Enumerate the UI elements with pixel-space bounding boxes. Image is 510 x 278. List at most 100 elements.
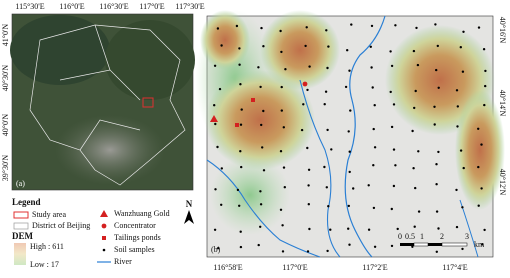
soil-sample	[455, 225, 459, 229]
soil-sample	[370, 24, 374, 28]
soil-sample	[370, 66, 373, 69]
soil-samples	[213, 23, 487, 253]
soil-sample	[307, 184, 310, 187]
legend-label: Concentrator	[114, 221, 156, 230]
soil-sample	[325, 186, 328, 189]
lat-label: 39°30'N	[1, 155, 10, 182]
soil-sample	[416, 63, 420, 67]
soil-sample	[348, 69, 351, 72]
legend-label: District of Beijing	[32, 221, 90, 230]
study-area-box	[142, 97, 154, 108]
soil-sample	[213, 228, 217, 231]
soil-sample	[435, 250, 438, 253]
soil-sample	[329, 228, 332, 231]
district-boundary	[29, 24, 186, 186]
terrain	[455, 90, 505, 210]
soil-sample	[392, 184, 396, 188]
soil-sample	[220, 44, 223, 47]
soil-sample	[349, 109, 352, 112]
soil-sample	[482, 48, 486, 51]
tailings-pond	[235, 123, 239, 127]
soil-sample	[327, 205, 330, 208]
soil-sample	[369, 45, 372, 48]
soil-sample	[238, 204, 241, 207]
soil-sample	[214, 188, 217, 191]
legend-swatch	[13, 222, 29, 230]
bottom-axis: 116°58'E 117°0'E 117°2'E 117°4'E	[213, 263, 467, 272]
lat-label: 40°30'N	[1, 65, 10, 92]
soil-sample	[411, 129, 414, 133]
scale-label: 2	[440, 232, 444, 241]
soil-sample	[456, 105, 459, 108]
soil-sample	[306, 250, 310, 253]
soil-sample	[390, 64, 394, 68]
soil-sample	[483, 103, 486, 107]
soil-sample	[324, 90, 328, 93]
scale-label: 0.5	[405, 232, 415, 241]
soil-sample	[477, 127, 480, 130]
soil-sample	[239, 83, 242, 86]
legend: Legend Study area District of Beijing DE…	[12, 197, 194, 269]
terrain	[105, 20, 195, 100]
concentrator	[302, 81, 308, 87]
soil-sample	[214, 122, 217, 126]
lat-label: 40°16'N	[498, 17, 507, 44]
soil-sample	[347, 204, 350, 208]
soil-sample	[239, 245, 243, 249]
soil-sample	[435, 210, 439, 213]
soil-sample	[435, 163, 438, 166]
north-label: N	[186, 199, 193, 209]
soil-sample	[326, 249, 329, 253]
soil-sample	[260, 123, 263, 127]
river	[459, 199, 479, 258]
soil-sample	[304, 44, 307, 48]
soil-sample	[239, 230, 242, 233]
soil-sample	[348, 243, 351, 246]
soil-sample	[412, 167, 415, 170]
scale-segment	[400, 243, 414, 246]
soil-sample	[218, 87, 222, 91]
scale-segment	[428, 243, 442, 246]
soil-sample	[481, 243, 484, 246]
lat-label: 40°12'N	[498, 169, 507, 196]
lon-label: 116°58'E	[213, 263, 242, 272]
top-axis: 115°30'E 116°0'E 116°30'E 117°0'E 117°30…	[15, 2, 204, 11]
soil-sample	[239, 123, 243, 126]
panel-label: (b)	[211, 245, 221, 254]
soil-sample	[257, 243, 260, 247]
soil-sample	[282, 126, 285, 129]
soil-sample	[326, 66, 329, 70]
soil-sample	[461, 206, 464, 209]
soil-sample	[259, 203, 263, 206]
soil-sample	[240, 165, 243, 169]
soil-sample	[412, 49, 416, 53]
soil-sample	[461, 247, 464, 251]
soil-sample	[330, 148, 333, 151]
soil-sample	[280, 85, 283, 89]
scale-label: 0	[398, 232, 402, 241]
soil-sample	[459, 46, 462, 49]
soil-sample	[217, 247, 220, 250]
legend-label: Tailings ponds	[114, 233, 161, 242]
terrain	[10, 15, 110, 85]
soil-sample	[281, 250, 285, 253]
soil-sample	[216, 27, 220, 30]
lon-label: 116°30'E	[99, 2, 128, 11]
soil-sample	[236, 188, 240, 192]
soil-sample	[305, 26, 308, 29]
panel-label: (a)	[16, 179, 25, 188]
soil-sample	[455, 188, 458, 192]
soil-sample	[483, 228, 486, 232]
soil-sample	[259, 190, 262, 193]
soil-sample	[213, 104, 216, 107]
soil-sample	[414, 89, 417, 93]
soil-sample	[414, 186, 417, 190]
soil-sample	[323, 165, 326, 169]
gold-mine	[210, 115, 218, 122]
soil-sample	[213, 64, 217, 68]
soil-sample	[433, 123, 436, 126]
soil-sample	[389, 90, 392, 94]
soil-sample	[261, 146, 264, 149]
soil-sample	[433, 105, 436, 109]
